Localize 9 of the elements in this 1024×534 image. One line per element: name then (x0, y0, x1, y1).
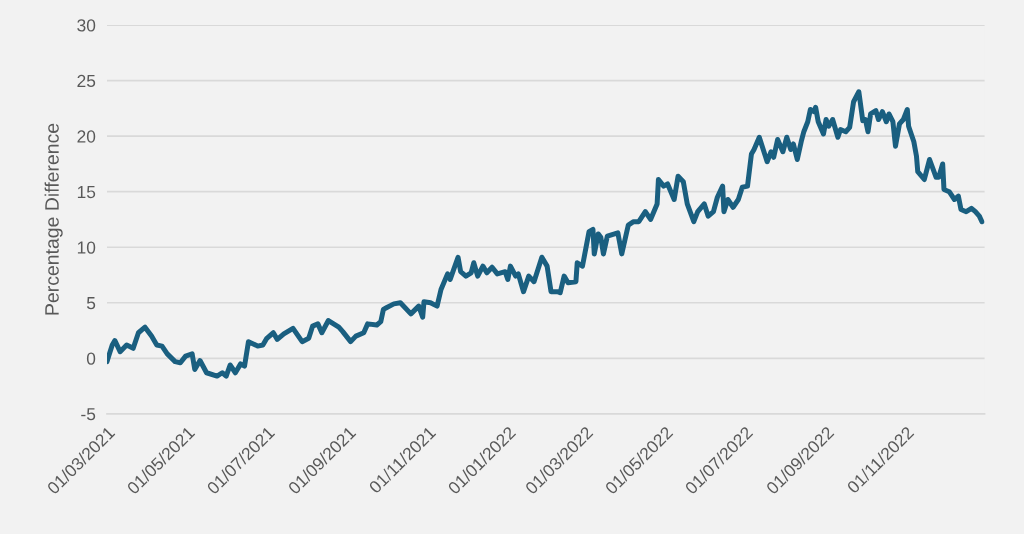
y-tick-label: 0 (86, 352, 96, 365)
y-tick-label: -5 (81, 408, 96, 421)
y-tick-label: 30 (77, 19, 96, 32)
y-tick-label: 20 (77, 130, 96, 143)
y-tick-label: 25 (77, 74, 96, 88)
y-tick-label: 5 (86, 297, 96, 310)
y-axis-title: Percentage Difference (44, 123, 63, 315)
y-tick-label: 10 (77, 241, 96, 254)
y-tick-label: 15 (77, 186, 96, 199)
